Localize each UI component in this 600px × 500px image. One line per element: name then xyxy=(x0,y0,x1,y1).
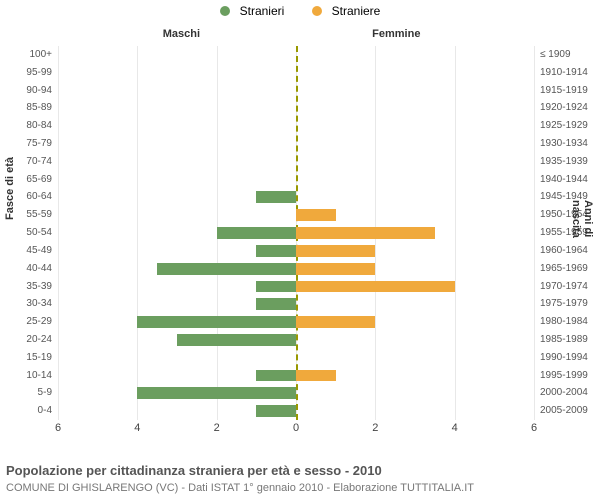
y-right-label: 1980-1984 xyxy=(536,313,600,331)
y-left-label: 25-29 xyxy=(0,313,56,331)
y-right-label: 1920-1924 xyxy=(536,99,600,117)
x-axis: 6 4 2 0 2 4 6 xyxy=(58,422,534,436)
y-right-label: 1965-1969 xyxy=(536,260,600,278)
bar-row xyxy=(58,331,534,349)
y-left-label: 50-54 xyxy=(0,224,56,242)
bar-male xyxy=(256,370,296,382)
bar-male xyxy=(177,334,296,346)
y-right-label: 1970-1974 xyxy=(536,278,600,296)
y-left-label: 95-99 xyxy=(0,64,56,82)
bar-row xyxy=(58,242,534,260)
legend-label-male: Stranieri xyxy=(240,4,285,18)
bar-male xyxy=(256,281,296,293)
y-left-label: 20-24 xyxy=(0,331,56,349)
axis-title-left: Fasce di età xyxy=(4,157,16,220)
bars-area xyxy=(58,46,534,420)
y-left-label: 75-79 xyxy=(0,135,56,153)
y-right-label: 1915-1919 xyxy=(536,82,600,100)
y-right-label: 2005-2009 xyxy=(536,402,600,420)
legend-item-male: Stranieri xyxy=(214,4,291,18)
bar-row xyxy=(58,402,534,420)
bar-row xyxy=(58,171,534,189)
bar-female xyxy=(296,370,336,382)
bar-row xyxy=(58,349,534,367)
bar-male xyxy=(256,245,296,257)
bar-male xyxy=(217,227,296,239)
bar-row xyxy=(58,260,534,278)
y-right-label: 1995-1999 xyxy=(536,367,600,385)
bar-row xyxy=(58,367,534,385)
legend: Stranieri Straniere xyxy=(0,4,600,19)
y-left-label: 30-34 xyxy=(0,295,56,313)
bar-male xyxy=(137,316,296,328)
y-left-label: 10-14 xyxy=(0,367,56,385)
bar-row xyxy=(58,135,534,153)
bar-female xyxy=(296,281,455,293)
y-left-label: 80-84 xyxy=(0,117,56,135)
bar-male xyxy=(137,387,296,399)
y-right-label: 1925-1929 xyxy=(536,117,600,135)
legend-item-female: Straniere xyxy=(306,4,387,18)
bar-row xyxy=(58,278,534,296)
population-pyramid: Maschi Femmine 6 4 2 0 2 4 6 xyxy=(58,28,534,438)
y-left-label: 45-49 xyxy=(0,242,56,260)
bar-male xyxy=(256,298,296,310)
gridline xyxy=(534,46,535,420)
x-tick: 6 xyxy=(531,422,537,434)
y-right-label: 1935-1939 xyxy=(536,153,600,171)
y-right-label: 1975-1979 xyxy=(536,295,600,313)
y-right-label: 2000-2004 xyxy=(536,384,600,402)
bar-male xyxy=(256,405,296,417)
bar-female xyxy=(296,209,336,221)
bar-row xyxy=(58,46,534,64)
x-tick: 4 xyxy=(134,422,140,434)
x-tick: 2 xyxy=(372,422,378,434)
bar-female xyxy=(296,316,375,328)
bar-female xyxy=(296,245,375,257)
bar-female xyxy=(296,227,435,239)
y-left-label: 85-89 xyxy=(0,99,56,117)
y-left-label: 15-19 xyxy=(0,349,56,367)
chart-title: Popolazione per cittadinanza straniera p… xyxy=(6,463,382,478)
legend-swatch-female xyxy=(312,6,322,16)
bar-row xyxy=(58,295,534,313)
y-left-label: 40-44 xyxy=(0,260,56,278)
bar-male xyxy=(256,191,296,203)
x-tick: 0 xyxy=(293,422,299,434)
y-left-label: 90-94 xyxy=(0,82,56,100)
y-left-label: 100+ xyxy=(0,46,56,64)
y-right-label: 1930-1934 xyxy=(536,135,600,153)
bar-row xyxy=(58,313,534,331)
bar-row xyxy=(58,99,534,117)
y-right-label: 1960-1964 xyxy=(536,242,600,260)
x-tick: 4 xyxy=(452,422,458,434)
y-left-label: 5-9 xyxy=(0,384,56,402)
bar-male xyxy=(157,263,296,275)
bar-row xyxy=(58,188,534,206)
y-left-label: 0-4 xyxy=(0,402,56,420)
y-right-label: 1940-1944 xyxy=(536,171,600,189)
y-right-label: 1910-1914 xyxy=(536,64,600,82)
bar-row xyxy=(58,384,534,402)
y-left-label: 35-39 xyxy=(0,278,56,296)
y-right-label: ≤ 1909 xyxy=(536,46,600,64)
bar-row xyxy=(58,206,534,224)
legend-swatch-male xyxy=(220,6,230,16)
y-right-label: 1985-1989 xyxy=(536,331,600,349)
bar-female xyxy=(296,263,375,275)
bar-row xyxy=(58,117,534,135)
section-header-male: Maschi xyxy=(163,28,200,40)
bar-row xyxy=(58,64,534,82)
bar-row xyxy=(58,82,534,100)
bar-row xyxy=(58,153,534,171)
section-header-female: Femmine xyxy=(372,28,420,40)
legend-label-female: Straniere xyxy=(332,4,381,18)
y-right-label: 1990-1994 xyxy=(536,349,600,367)
axis-title-right: Anni di nascita xyxy=(570,200,594,238)
bar-row xyxy=(58,224,534,242)
x-tick: 6 xyxy=(55,422,61,434)
y-axis-left: 100+95-9990-9485-8980-8475-7970-7465-696… xyxy=(0,46,56,420)
chart-subtitle: COMUNE DI GHISLARENGO (VC) - Dati ISTAT … xyxy=(6,482,474,494)
x-tick: 2 xyxy=(214,422,220,434)
